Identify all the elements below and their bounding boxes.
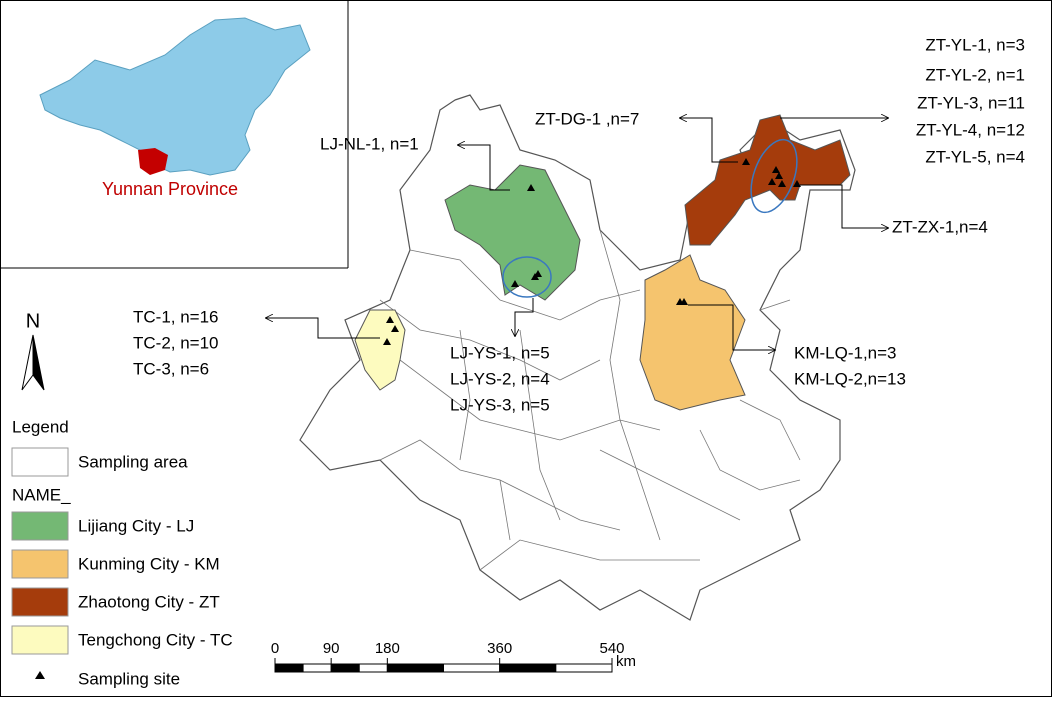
site-label: ZT-YL-3, n=11 [917, 93, 1025, 112]
site-label: TC-2, n=10 [133, 333, 219, 352]
site-label: TC-1, n=16 [133, 307, 219, 326]
scale-label: 90 [323, 640, 340, 657]
site-label: ZT-YL-5, n=4 [925, 147, 1025, 166]
site-label: KM-LQ-1,n=3 [794, 343, 897, 362]
site-label: ZT-YL-4, n=12 [916, 120, 1025, 139]
region-lijiang [444, 164, 581, 301]
legend-field: NAME_ [12, 485, 71, 504]
scale-segment [358, 663, 388, 673]
scale-segment [274, 663, 304, 673]
legend-swatch [11, 625, 69, 655]
scale-label: 180 [375, 640, 400, 657]
site-label: LJ-NL-1, n=1 [320, 134, 419, 153]
legend-swatch [11, 447, 69, 477]
legend: Legend Sampling area NAME_ Sampling site… [11, 417, 233, 688]
site-label: KM-LQ-2,n=13 [794, 369, 906, 388]
north-arrow: N [21, 310, 45, 391]
scale-label: 0 [271, 640, 279, 657]
region-zhaotong [684, 114, 851, 246]
scale-segment [330, 663, 360, 673]
site-label: ZT-YL-2, n=1 [925, 65, 1025, 84]
scale-segment [302, 663, 332, 673]
scale-segment [499, 663, 557, 673]
scale-segment [443, 663, 501, 673]
scale-label: 540 [599, 640, 624, 657]
legend-swatch [11, 511, 69, 541]
inset-label: Yunnan Province [102, 179, 238, 199]
site-label: LJ-YS-1, n=5 [450, 343, 550, 362]
annotations: ZT-YL-1, n=3 ZT-YL-2, n=1 ZT-YL-3, n=11 … [133, 35, 1025, 414]
region-kunming [639, 254, 746, 411]
site-label: ZT-DG-1 ,n=7 [535, 109, 639, 128]
legend-label: Tengchong City - TC [78, 630, 233, 649]
leader-lines [266, 118, 888, 350]
site-label: LJ-YS-3, n=5 [450, 395, 550, 414]
legend-swatch [11, 549, 69, 579]
north-label: N [26, 310, 40, 332]
scale-segment [555, 663, 613, 673]
legend-label: Sampling site [78, 669, 180, 688]
legend-label: Kunming City - KM [78, 554, 220, 573]
site-label: ZT-ZX-1,n=4 [892, 217, 988, 236]
scale-label: 360 [487, 640, 512, 657]
scale-unit: km [616, 653, 636, 670]
legend-label: Zhaotong City - ZT [78, 592, 220, 611]
legend-label: Sampling area [78, 452, 188, 471]
inset-map: Yunnan Province [0, 0, 349, 269]
yunnan-map [299, 94, 856, 621]
site-label: TC-3, n=6 [133, 359, 209, 378]
legend-site-icon [35, 671, 45, 679]
legend-title: Legend [12, 417, 69, 436]
site-label: ZT-YL-1, n=3 [925, 35, 1025, 54]
legend-swatch [11, 587, 69, 617]
scale-segment [386, 663, 445, 673]
site-label: LJ-YS-2, n=4 [450, 369, 550, 388]
sampling-sites [383, 158, 801, 345]
legend-label: Lijiang City - LJ [78, 516, 194, 535]
